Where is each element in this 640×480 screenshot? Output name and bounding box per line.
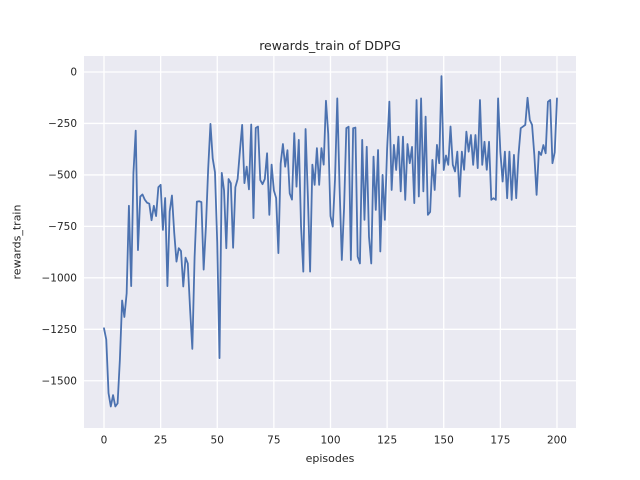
y-tick-label: −1500 [41,375,77,387]
y-tick-label: −250 [48,118,77,130]
x-tick-label: 200 [547,435,567,447]
x-tick-label: 100 [320,435,340,447]
y-axis-label: rewards_train [10,204,24,280]
x-tick-label: 175 [490,435,510,447]
y-tick-label: −1250 [41,324,77,336]
x-tick-label: 75 [267,435,280,447]
y-tick-label: −750 [48,221,77,233]
y-tick-label: 0 [70,67,77,79]
x-tick-label: 50 [211,435,224,447]
x-tick-label: 150 [434,435,454,447]
x-tick-label: 25 [154,435,167,447]
x-axis-label: episodes [305,452,355,465]
reward-line [103,75,558,408]
chart-title: rewards_train of DDPG [259,38,401,53]
x-tick-label: 125 [377,435,397,447]
y-tick-label: −500 [48,170,77,182]
x-tick-label: 0 [101,435,108,447]
y-tick-label: −1000 [41,272,77,284]
